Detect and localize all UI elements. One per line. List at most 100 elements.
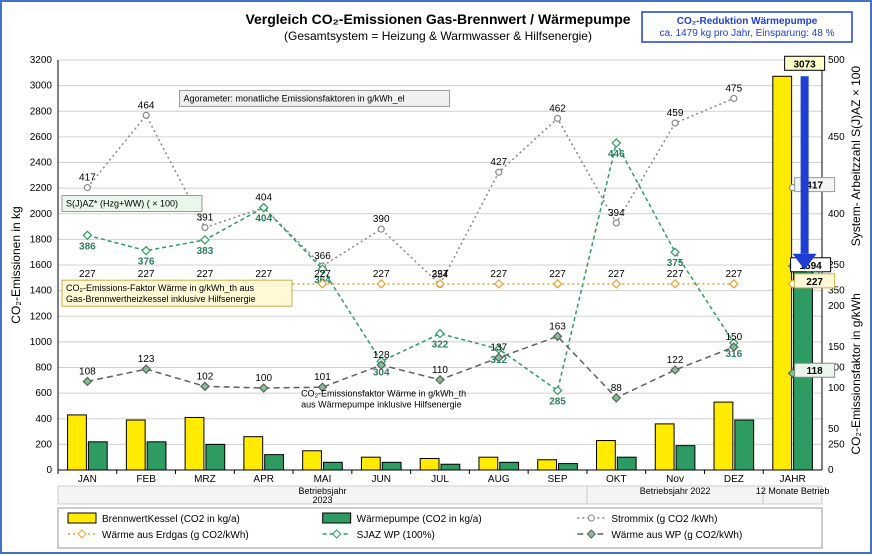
bar-brennwert bbox=[361, 457, 380, 470]
svg-text:150: 150 bbox=[828, 342, 845, 353]
svg-text:600: 600 bbox=[35, 388, 52, 399]
legend-label: SJAZ WP (100%) bbox=[357, 530, 435, 541]
bar-brennwert bbox=[420, 458, 439, 470]
svg-text:1800: 1800 bbox=[30, 234, 53, 245]
x-category: JUN bbox=[372, 474, 391, 485]
svg-text:446: 446 bbox=[608, 149, 625, 160]
svg-text:Gas-Brennwertheizkessel inklus: Gas-Brennwertheizkessel inklusive Hilfse… bbox=[66, 294, 256, 304]
svg-text:375: 375 bbox=[667, 258, 684, 269]
svg-text:128: 128 bbox=[373, 350, 390, 361]
svg-text:427: 427 bbox=[490, 157, 507, 168]
svg-text:227: 227 bbox=[806, 277, 823, 288]
svg-text:1400: 1400 bbox=[30, 286, 53, 297]
svg-text:394: 394 bbox=[608, 208, 625, 219]
svg-text:400: 400 bbox=[828, 209, 845, 220]
legend-label: BrennwertKessel (CO2 in kg/a) bbox=[102, 514, 240, 525]
x-category: OKT bbox=[606, 474, 627, 485]
svg-text:227: 227 bbox=[138, 269, 155, 280]
svg-text:450: 450 bbox=[828, 132, 845, 143]
bar-brennwert bbox=[655, 424, 674, 470]
svg-text:227: 227 bbox=[667, 269, 684, 280]
bar-brennwert bbox=[303, 451, 322, 470]
legend-label: Wärmepumpe (CO2 in kg/a) bbox=[357, 514, 482, 525]
bar-waermepumpe bbox=[676, 446, 695, 470]
svg-text:1600: 1600 bbox=[30, 260, 53, 271]
svg-text:322: 322 bbox=[432, 340, 449, 351]
svg-text:285: 285 bbox=[549, 397, 566, 408]
bar-waermepumpe bbox=[147, 442, 166, 470]
svg-text:2400: 2400 bbox=[30, 158, 53, 169]
bar-waermepumpe bbox=[323, 462, 342, 470]
x-category: DEZ bbox=[724, 474, 744, 485]
svg-text:50: 50 bbox=[828, 424, 840, 435]
svg-text:800: 800 bbox=[35, 363, 52, 374]
bar-brennwert bbox=[479, 457, 498, 470]
svg-text:137: 137 bbox=[490, 343, 507, 354]
x-category: Nov bbox=[666, 474, 684, 485]
svg-text:163: 163 bbox=[549, 321, 566, 332]
svg-text:404: 404 bbox=[255, 214, 272, 225]
svg-text:500: 500 bbox=[828, 55, 845, 66]
y-right-bottom-label: CO₂-Emissionsfaktor in g/kWh bbox=[849, 293, 863, 454]
svg-text:417: 417 bbox=[79, 173, 96, 184]
svg-text:2600: 2600 bbox=[30, 132, 53, 143]
svg-text:1200: 1200 bbox=[30, 311, 53, 322]
svg-text:227: 227 bbox=[79, 269, 96, 280]
svg-text:462: 462 bbox=[549, 103, 566, 114]
svg-text:404: 404 bbox=[255, 193, 272, 204]
svg-text:227: 227 bbox=[432, 269, 449, 280]
svg-text:2023: 2023 bbox=[312, 495, 332, 505]
svg-text:459: 459 bbox=[667, 108, 684, 119]
svg-text:417: 417 bbox=[806, 181, 823, 192]
svg-text:390: 390 bbox=[373, 214, 390, 225]
svg-text:386: 386 bbox=[79, 241, 96, 252]
svg-text:ca. 1479 kg pro Jahr, Einsparu: ca. 1479 kg pro Jahr, Einsparung: 48 % bbox=[659, 28, 834, 39]
svg-text:250: 250 bbox=[828, 439, 845, 450]
bar-brennwert bbox=[597, 441, 616, 470]
svg-text:100: 100 bbox=[255, 373, 272, 384]
x-category: SEP bbox=[548, 474, 568, 485]
bar-brennwert bbox=[773, 76, 792, 470]
svg-text:2000: 2000 bbox=[30, 209, 53, 220]
bar-brennwert bbox=[714, 402, 733, 470]
svg-text:88: 88 bbox=[611, 383, 623, 394]
svg-text:227: 227 bbox=[255, 269, 272, 280]
svg-text:2200: 2200 bbox=[30, 183, 53, 194]
bar-brennwert bbox=[538, 460, 557, 470]
svg-text:100: 100 bbox=[828, 383, 845, 394]
bar-waermepumpe bbox=[382, 462, 401, 470]
svg-text:475: 475 bbox=[726, 83, 743, 94]
chart-svg: 0200400600800100012001400160018002000220… bbox=[2, 2, 872, 556]
bar-brennwert bbox=[244, 437, 263, 470]
svg-text:227: 227 bbox=[608, 269, 625, 280]
bar-waermepumpe bbox=[735, 420, 754, 470]
svg-text:227: 227 bbox=[726, 269, 743, 280]
svg-text:227: 227 bbox=[314, 269, 331, 280]
svg-text:CO₂-Emissions-Faktor Wärme in: CO₂-Emissions-Faktor Wärme in g/kWh_th a… bbox=[66, 283, 255, 293]
svg-text:0: 0 bbox=[46, 465, 52, 476]
svg-text:376: 376 bbox=[138, 257, 155, 268]
legend-label: Wärme aus WP (g CO2/kWh) bbox=[611, 530, 742, 541]
bar-waermepumpe bbox=[559, 464, 578, 470]
legend-label: Wärme aus Erdgas (g CO2/kWh) bbox=[102, 530, 249, 541]
bar-waermepumpe bbox=[500, 462, 519, 470]
bar-brennwert bbox=[185, 417, 204, 470]
svg-text:400: 400 bbox=[35, 414, 52, 425]
legend-label: Strommix (g CO2 /kWh) bbox=[611, 514, 717, 525]
svg-text:227: 227 bbox=[549, 269, 566, 280]
svg-text:383: 383 bbox=[197, 246, 214, 257]
x-category: MRZ bbox=[194, 474, 216, 485]
chart-container: 0200400600800100012001400160018002000220… bbox=[0, 0, 872, 554]
svg-text:0: 0 bbox=[828, 465, 834, 476]
y-left-label: CO₂-Emissionen in kg bbox=[9, 206, 23, 323]
svg-text:464: 464 bbox=[138, 100, 155, 111]
svg-text:3000: 3000 bbox=[30, 81, 53, 92]
svg-text:2800: 2800 bbox=[30, 106, 53, 117]
bar-brennwert bbox=[126, 420, 145, 470]
svg-text:101: 101 bbox=[314, 372, 331, 383]
svg-text:227: 227 bbox=[490, 269, 507, 280]
svg-text:150: 150 bbox=[726, 332, 743, 343]
svg-text:110: 110 bbox=[432, 365, 448, 376]
svg-text:Betriebsjahr 2022: Betriebsjahr 2022 bbox=[640, 486, 711, 496]
svg-text:118: 118 bbox=[807, 366, 824, 377]
